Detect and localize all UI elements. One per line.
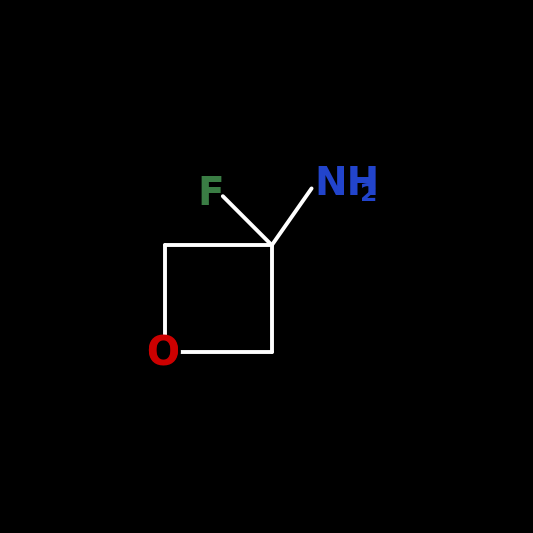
Circle shape: [150, 337, 180, 367]
Text: O: O: [146, 334, 179, 373]
Text: F: F: [198, 174, 224, 213]
Text: NH: NH: [314, 165, 379, 203]
Text: O: O: [146, 335, 179, 374]
Text: 2: 2: [360, 182, 377, 206]
